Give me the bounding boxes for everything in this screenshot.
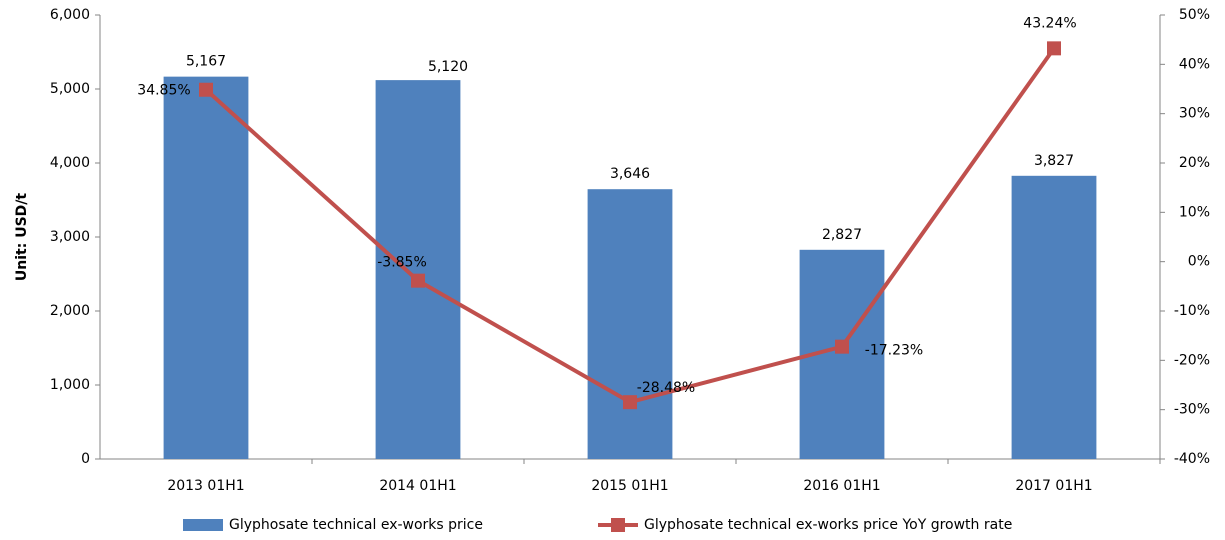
line-marker	[1047, 41, 1061, 56]
line-marker	[623, 395, 637, 410]
y-tick-label: 6,000	[50, 7, 90, 23]
y2-tick-label: 20%	[1179, 155, 1210, 171]
y-tick-label: 4,000	[50, 155, 90, 171]
x-tick-label: 2013 01H1	[167, 478, 244, 494]
line-marker	[411, 273, 425, 288]
bar-value-label: 3,827	[1034, 153, 1074, 169]
y-tick-label: 3,000	[50, 229, 90, 245]
bar-value-label: 3,646	[610, 166, 650, 182]
line-value-label: -28.48%	[637, 380, 695, 396]
x-tick-label: 2016 01H1	[803, 478, 880, 494]
y2-tick-label: 30%	[1179, 106, 1210, 122]
y-tick-label: 0	[81, 451, 90, 467]
legend-label: Glyphosate technical ex-works price YoY …	[644, 517, 1012, 533]
y2-tick-label: -40%	[1174, 451, 1210, 467]
line-value-label: 34.85%	[137, 83, 190, 99]
line-marker	[835, 339, 849, 354]
legend-swatch	[183, 519, 223, 531]
bar-value-label: 2,827	[822, 227, 862, 243]
bar-value-label: 5,167	[186, 54, 226, 70]
bar	[587, 189, 673, 460]
y-tick-label: 1,000	[50, 377, 90, 393]
bar	[375, 80, 461, 460]
y-tick-label: 5,000	[50, 81, 90, 97]
y-tick-label: 2,000	[50, 303, 90, 319]
y2-tick-label: 0%	[1188, 254, 1210, 270]
y2-tick-label: 10%	[1179, 204, 1210, 220]
legend-label: Glyphosate technical ex-works price	[229, 517, 483, 533]
y2-tick-label: -30%	[1174, 402, 1210, 418]
y2-tick-label: 40%	[1179, 56, 1210, 72]
bar-value-label: 5,120	[428, 59, 468, 75]
line-value-label: 43.24%	[1023, 15, 1076, 31]
x-tick-label: 2014 01H1	[379, 478, 456, 494]
x-tick-label: 2015 01H1	[591, 478, 668, 494]
legend-swatch	[611, 518, 625, 532]
y2-tick-label: -10%	[1174, 303, 1210, 319]
bar	[1011, 175, 1097, 459]
y2-tick-label: -20%	[1174, 352, 1210, 368]
line-value-label: -17.23%	[865, 343, 923, 359]
line-value-label: -3.85%	[377, 255, 427, 271]
y2-tick-label: 50%	[1179, 7, 1210, 23]
bar	[163, 76, 249, 459]
x-tick-label: 2017 01H1	[1015, 478, 1092, 494]
y-axis-title: Unit: USD/t	[14, 193, 30, 281]
line-marker	[199, 82, 213, 97]
